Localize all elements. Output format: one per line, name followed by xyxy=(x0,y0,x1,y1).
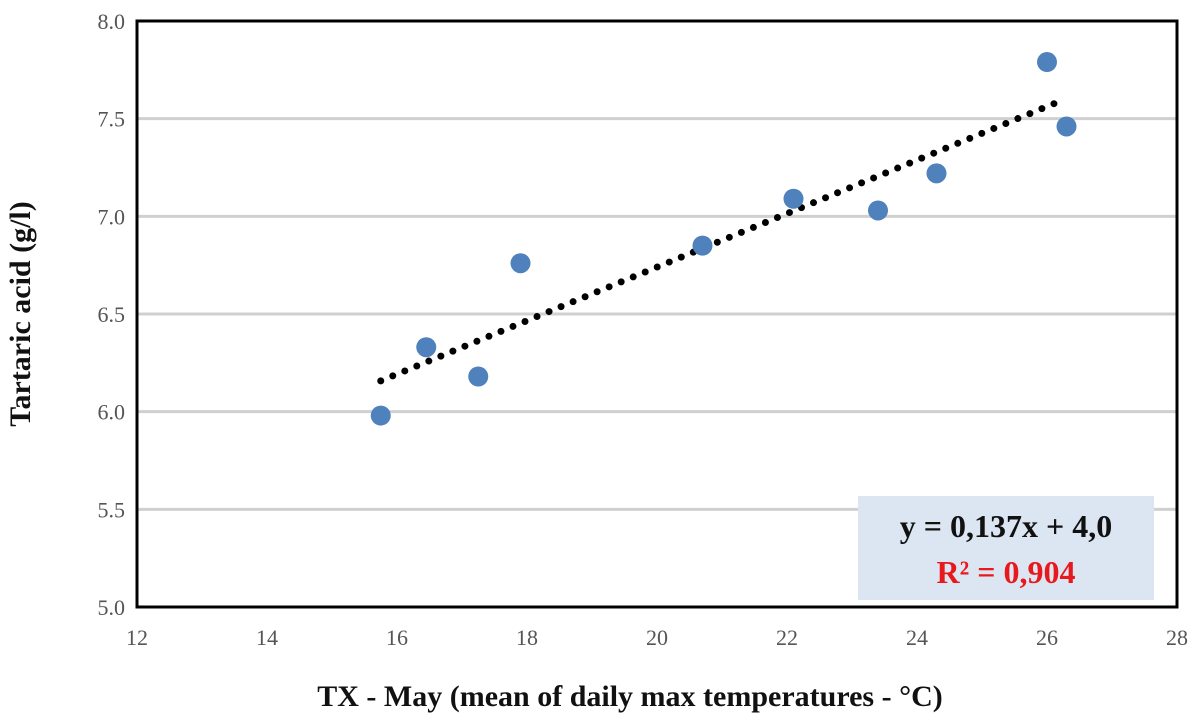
x-tick-label: 18 xyxy=(516,625,538,650)
trendline-group xyxy=(377,96,1067,385)
plot-area-frame xyxy=(135,19,1179,609)
y-tick-label: 5.0 xyxy=(98,595,126,620)
y-tick-label: 5.5 xyxy=(98,497,126,522)
data-point xyxy=(1056,116,1077,137)
x-tick-label: 16 xyxy=(386,625,408,650)
data-point xyxy=(468,366,489,387)
regression-annotation: y = 0,137x + 4,0 R² = 0,904 xyxy=(858,496,1154,600)
data-point xyxy=(868,200,888,221)
data-point xyxy=(370,405,391,426)
data-point xyxy=(692,235,713,256)
r-squared-value: R² = 0,904 xyxy=(937,554,1076,590)
x-tick-label: 26 xyxy=(1036,625,1058,650)
x-tick-label: 24 xyxy=(906,625,928,650)
data-point xyxy=(926,163,947,184)
x-axis-title: TX - May (mean of daily max temperatures… xyxy=(317,680,943,713)
data-points xyxy=(370,52,1077,426)
trendline xyxy=(377,96,1067,385)
x-tick-label: 28 xyxy=(1166,625,1188,650)
data-point xyxy=(783,188,804,209)
equation-box xyxy=(858,496,1154,600)
x-tick-label: 20 xyxy=(646,625,668,650)
y-tick-label: 7.0 xyxy=(98,204,126,229)
x-axis-ticks: 12 14 16 18 20 22 24 26 28 xyxy=(126,625,1188,650)
x-tick-label: 22 xyxy=(776,625,798,650)
y-axis-ticks: 5.0 5.5 6.0 6.5 7.0 7.5 8.0 xyxy=(98,9,126,620)
y-tick-label: 7.5 xyxy=(98,107,126,132)
y-axis-title: Tartaric acid (g/l) xyxy=(4,201,37,427)
data-point xyxy=(416,337,437,358)
x-tick-label: 14 xyxy=(256,625,278,650)
gridlines xyxy=(137,117,1177,511)
x-tick-label: 12 xyxy=(126,625,148,650)
data-point xyxy=(1037,52,1057,73)
data-point xyxy=(510,253,531,274)
y-tick-label: 6.0 xyxy=(98,400,126,425)
regression-equation: y = 0,137x + 4,0 xyxy=(900,508,1112,544)
y-tick-label: 6.5 xyxy=(98,302,126,327)
y-tick-label: 8.0 xyxy=(98,9,126,34)
